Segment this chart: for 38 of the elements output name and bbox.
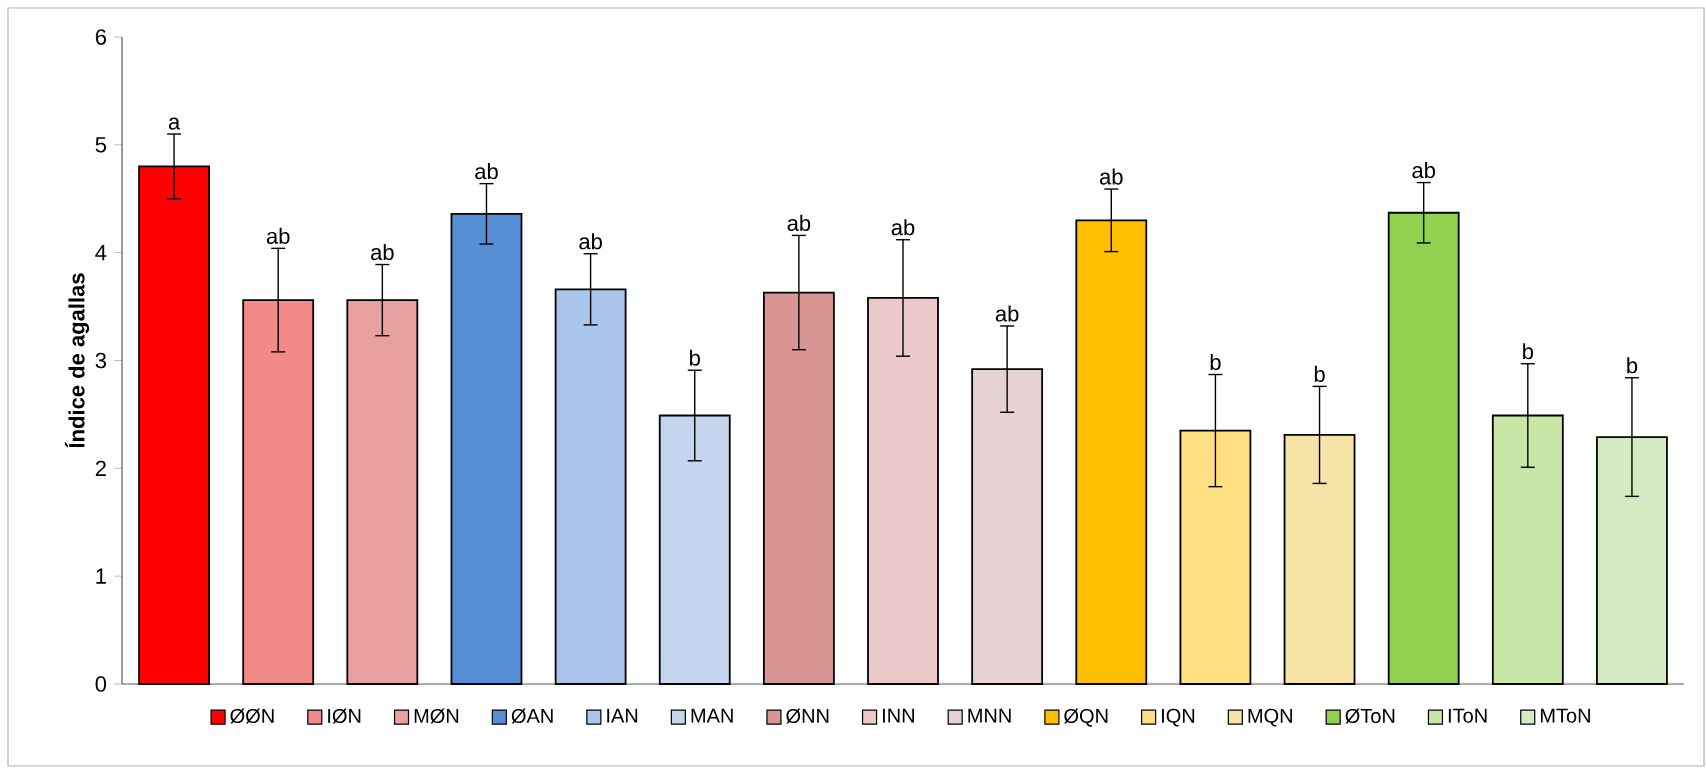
legend-label: INN [882, 708, 914, 723]
data-label: ab [787, 214, 811, 232]
y-tick-label: 1 [96, 568, 106, 584]
data-label: b [1523, 343, 1534, 360]
data-label: ab [475, 163, 498, 180]
data-label: ab [579, 233, 602, 250]
data-label: ab [1412, 162, 1435, 179]
y-tick-label: 3 [95, 352, 107, 369]
legend-label: IToN [1448, 708, 1487, 723]
legend-label: ØØN [230, 708, 274, 724]
data-label: b [1314, 365, 1325, 382]
legend-label: IØN [328, 708, 361, 724]
y-tick-label: 5 [95, 137, 107, 153]
legend-label: MAN [691, 708, 733, 723]
y-tick-label: 4 [95, 245, 107, 261]
legend-label: IAN [607, 708, 638, 723]
data-label: b [690, 349, 700, 366]
legend-label: ØQN [1064, 708, 1108, 727]
data-label: ab [1099, 168, 1123, 185]
data-label: a [168, 117, 181, 130]
y-tick-label: 0 [95, 676, 107, 692]
data-label: b [1627, 357, 1638, 374]
legend-label: ØNN [786, 708, 829, 724]
data-label: ab [995, 305, 1019, 322]
legend-label: IQN [1162, 708, 1195, 727]
y-axis-title: Índice de agallas [64, 273, 90, 448]
y-tick-label: 6 [95, 29, 107, 45]
data-label: ab [891, 219, 915, 236]
legend-label: MNN [968, 708, 1011, 723]
data-label: ab [371, 243, 394, 261]
y-tick-label: 2 [95, 460, 106, 477]
legend-label: MToN [1540, 708, 1590, 723]
data-label: ab [266, 227, 290, 244]
legend-label: MØN [414, 708, 459, 724]
legend-label: ØToN [1345, 708, 1395, 724]
data-label: b [1210, 353, 1221, 371]
legend-label: ØAN [511, 708, 553, 724]
legend-label: MQN [1248, 708, 1292, 727]
